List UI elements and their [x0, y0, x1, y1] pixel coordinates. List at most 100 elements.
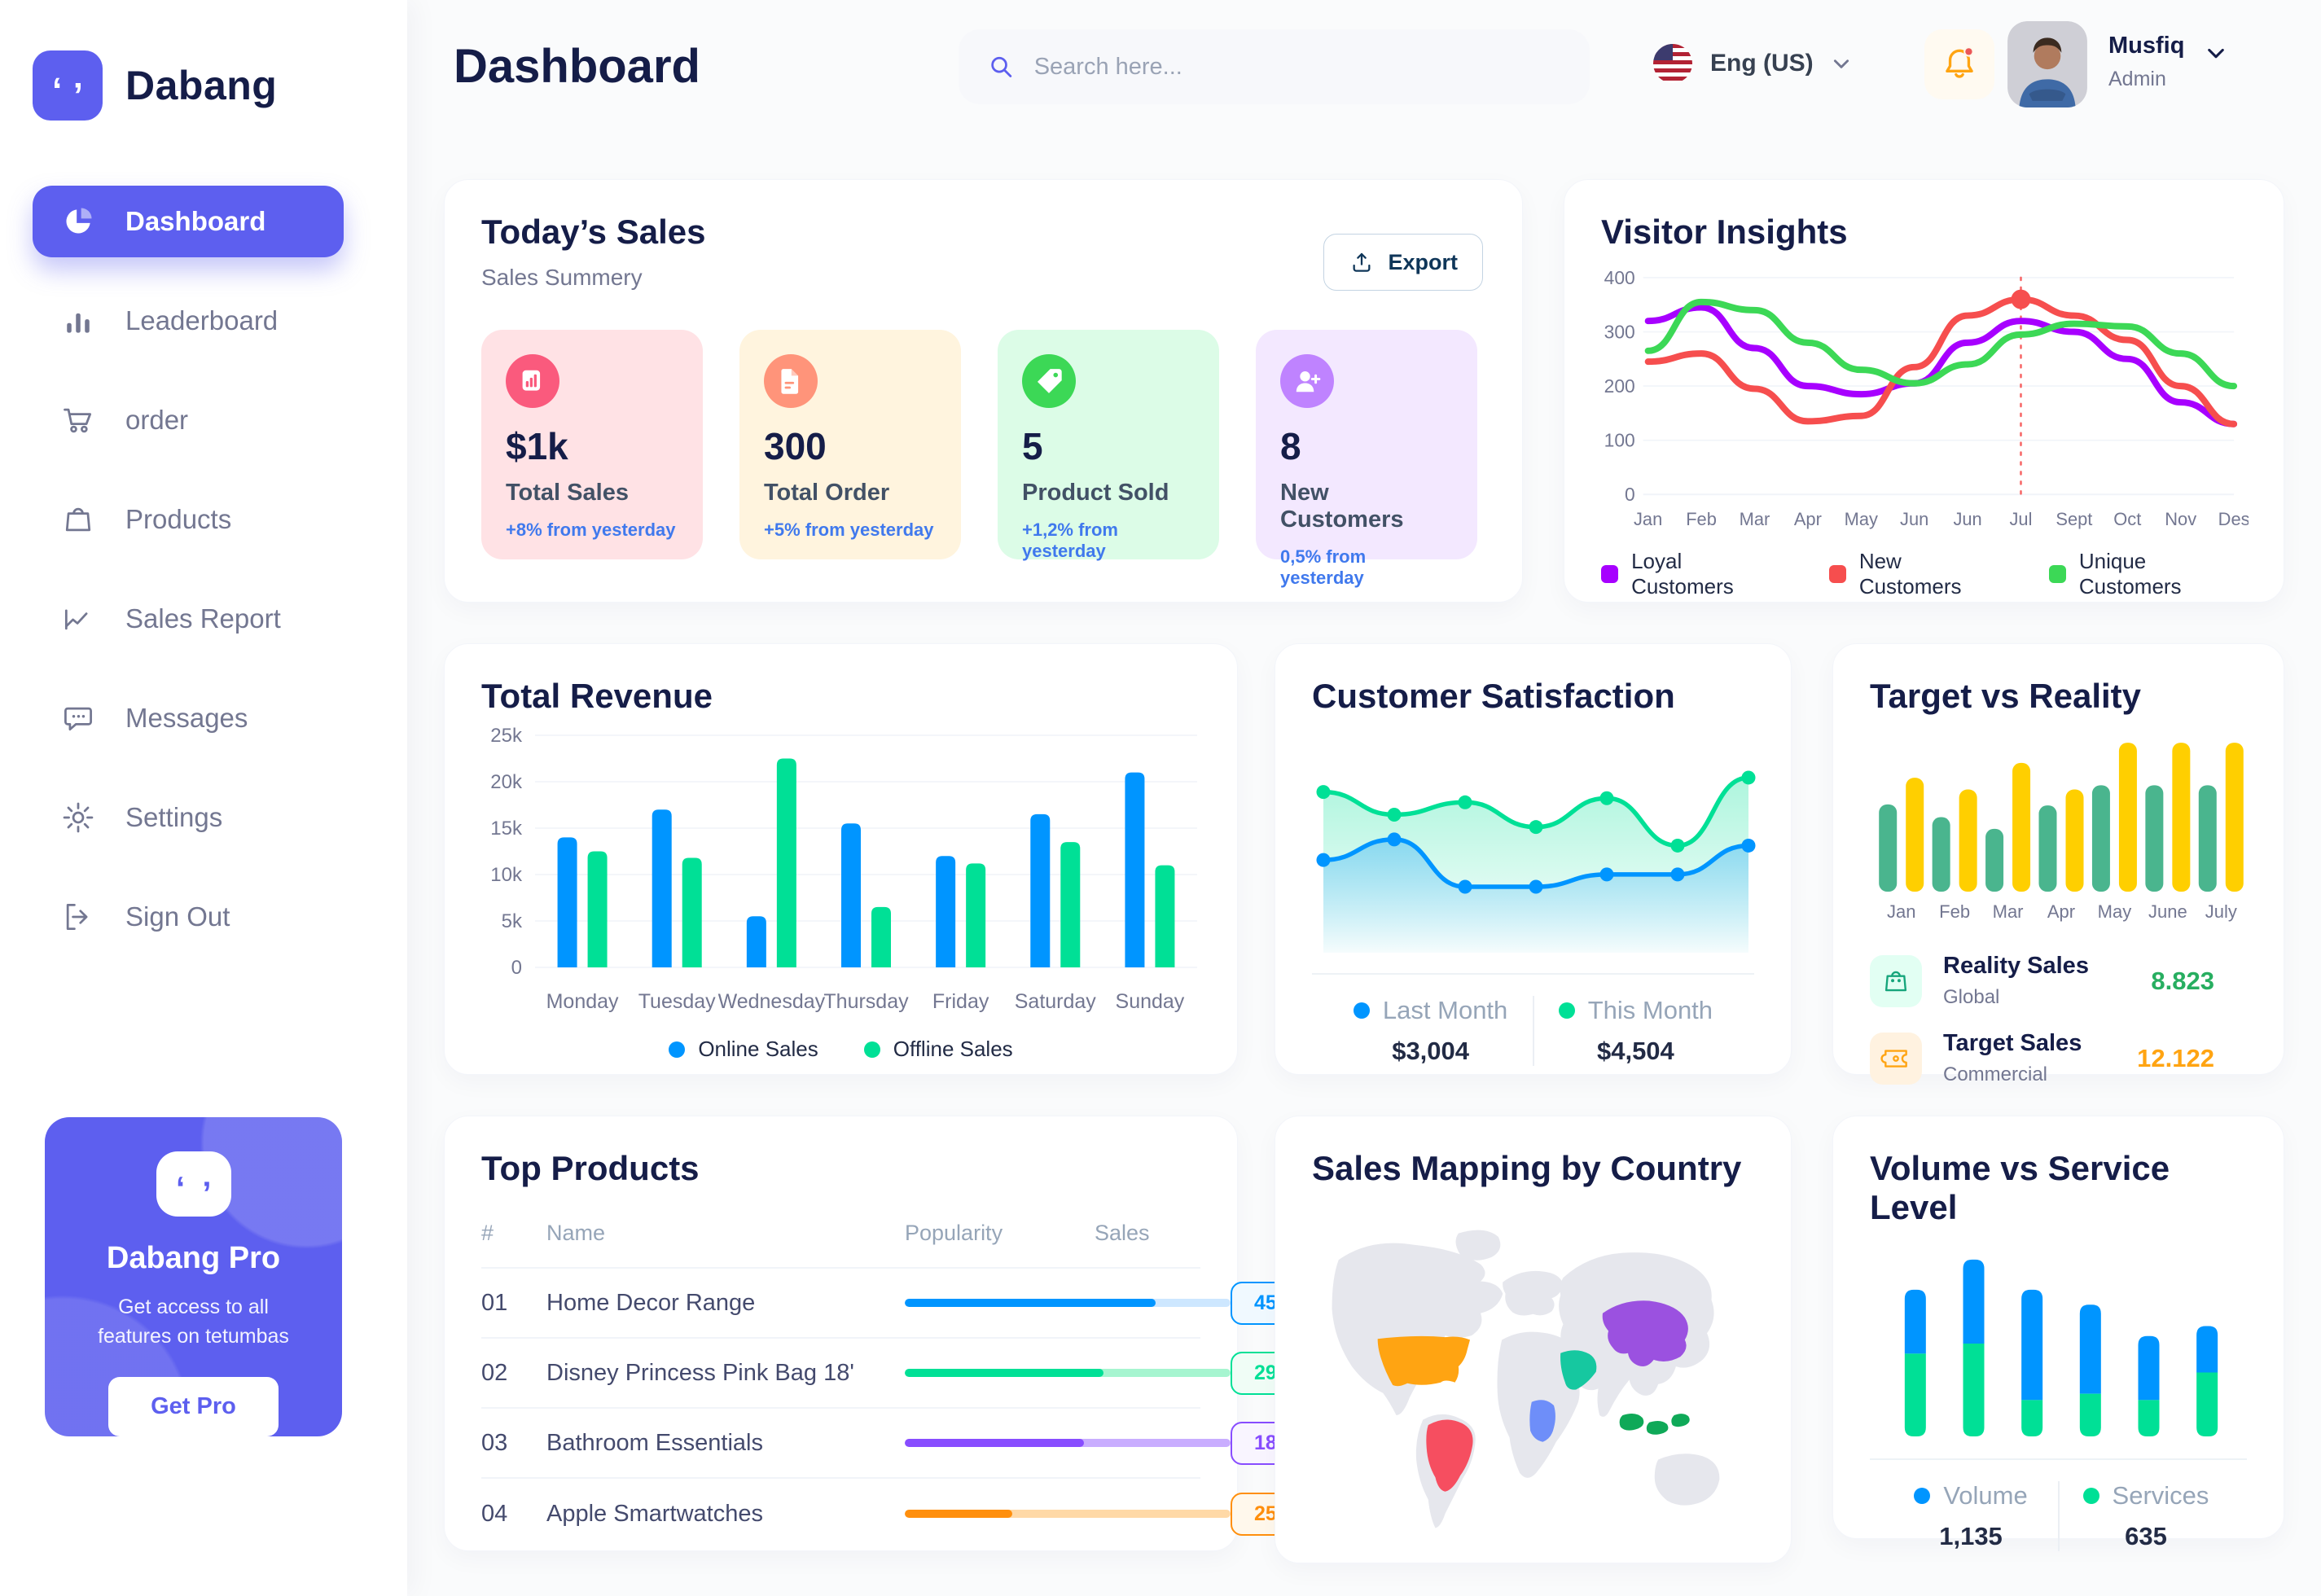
legend-sub: Commercial	[1943, 1063, 2048, 1085]
language-selector[interactable]: Eng (US)	[1653, 44, 1851, 83]
sidebar-item-dashboard[interactable]: Dashboard	[33, 186, 344, 257]
revenue-legend: Online Sales Offline Sales	[481, 1037, 1200, 1062]
sidebar-item-messages[interactable]: Messages	[33, 682, 344, 754]
top-products-card: Top Products # Name Popularity Sales 01 …	[444, 1116, 1318, 1551]
col-popularity: Popularity	[905, 1221, 1003, 1245]
svg-text:Oct: Oct	[2113, 509, 2141, 529]
product-name: Bathroom Essentials	[546, 1429, 763, 1456]
map-greenland	[1455, 1230, 1501, 1261]
card-title: Total Revenue	[481, 677, 713, 715]
customer-satisfaction-chart	[1312, 729, 1756, 965]
svg-text:Friday: Friday	[932, 990, 989, 1013]
stat-label: New Customers	[1280, 480, 1404, 533]
promo-card: ’ ’ Dabang Pro Get access to all feature…	[45, 1117, 342, 1436]
svg-text:Monday: Monday	[546, 990, 619, 1013]
sign-out-icon	[66, 903, 88, 931]
svg-text:300: 300	[1604, 321, 1635, 342]
col-num: #	[481, 1221, 494, 1245]
sidebar-item-sign-out[interactable]: Sign Out	[33, 881, 344, 953]
ticket-icon	[1870, 1032, 1922, 1085]
svg-text:Sunday: Sunday	[1116, 990, 1185, 1013]
products-table-header: # Name Popularity Sales	[481, 1221, 1200, 1269]
map-brazil[interactable]	[1426, 1419, 1473, 1492]
svg-text:Feb: Feb	[1686, 509, 1717, 529]
svg-text:Tuesday: Tuesday	[638, 990, 716, 1013]
col-name: Name	[546, 1221, 606, 1245]
svg-text:Feb: Feb	[1939, 901, 1970, 922]
last-month-dot-icon	[1353, 1002, 1370, 1019]
legend-offline-sales: Offline Sales	[863, 1037, 1013, 1062]
product-name: Home Decor Range	[546, 1289, 756, 1316]
target-legend: Reality Sales Global 8.823 Target Sales …	[1870, 953, 2247, 1086]
visitor-legend: Loyal Customers New Customers Unique Custo…	[1601, 549, 2247, 599]
sidebar-item-products[interactable]: Products	[33, 484, 344, 555]
total-revenue-card: Total Revenue 0 5k 10k 15k 20k 25k Monday Tuesd…	[444, 643, 1238, 1075]
map-indonesia[interactable]	[1619, 1413, 1690, 1435]
map-europe	[1503, 1270, 1564, 1316]
divider	[1312, 973, 1754, 975]
stat-label: Product Sold	[1022, 480, 1169, 506]
product-row-01: 01 Home Decor Range 45%	[481, 1269, 1318, 1339]
legend-swatch-icon	[1828, 565, 1846, 583]
profile-menu[interactable]: Musfiq Admin	[2007, 21, 2227, 107]
svg-text:200: 200	[1604, 375, 1635, 397]
legend-unique-customers: Unique Customers	[2048, 549, 2247, 599]
product-num: 01	[481, 1289, 508, 1316]
svg-text:May: May	[2098, 901, 2132, 922]
card-title: Top Products	[481, 1149, 700, 1187]
search-input[interactable]	[1033, 53, 1562, 81]
sidebar-item-order[interactable]: order	[33, 384, 344, 456]
map-china[interactable]	[1602, 1300, 1688, 1366]
stat-value: 8	[1280, 425, 1301, 467]
volume-legend: Volume 1,135 Services 635	[1870, 1481, 2247, 1551]
volume-vs-service-chart	[1870, 1239, 2247, 1450]
bag-icon	[1870, 954, 1922, 1007]
sidebar-item-label: order	[125, 405, 189, 435]
visitor-insights-card: Visitor Insights 0 100 200 300 400 Jan Feb Mar A…	[1564, 179, 2284, 603]
user-meta: Musfiq Admin	[2108, 21, 2184, 91]
svg-text:25k: 25k	[490, 725, 523, 747]
legend-volume: Volume 1,135	[1884, 1481, 2058, 1551]
svg-text:Saturday: Saturday	[1015, 990, 1097, 1013]
legend-target-sales: Target Sales Commercial 12.122	[1870, 1030, 2247, 1086]
popularity-bar	[905, 1439, 1231, 1447]
map-saudi-arabia[interactable]	[1560, 1350, 1597, 1390]
svg-text:June: June	[2148, 901, 2187, 922]
get-pro-button[interactable]: Get Pro	[108, 1377, 279, 1436]
sidebar-item-label: Messages	[125, 703, 248, 733]
user-name: Musfiq	[2108, 33, 2185, 59]
chevron-down-icon	[2208, 48, 2225, 59]
dashboard-icon	[66, 208, 92, 234]
card-subtitle: Sales Summery	[481, 265, 643, 290]
export-icon	[1354, 252, 1371, 272]
popularity-bar	[905, 1369, 1231, 1377]
svg-text:Jun: Jun	[1900, 509, 1928, 529]
search-bar	[959, 29, 1590, 104]
legend-dot-icon	[669, 1041, 686, 1058]
page-title: Dashboard	[454, 40, 700, 93]
svg-text:Mar: Mar	[1740, 509, 1770, 529]
stat-delta: +8% from yesterday	[506, 520, 676, 540]
map-dr-congo[interactable]	[1529, 1400, 1555, 1442]
notifications-button[interactable]	[1924, 29, 1994, 99]
sidebar-item-leaderboard[interactable]: Leaderboard	[33, 285, 344, 357]
brand[interactable]: ’ ’ Dabang	[0, 0, 407, 121]
services-dot-icon	[2082, 1488, 2099, 1504]
sidebar-item-label: Leaderboard	[125, 305, 279, 335]
product-row-02: 02 Disney Princess Pink Bag 18' 29%	[481, 1339, 1318, 1409]
legend-sub: Global	[1943, 986, 2000, 1008]
export-button[interactable]: Export	[1323, 234, 1483, 291]
card-title: Target vs Reality	[1870, 677, 2142, 715]
sidebar: ’ ’ Dabang Dashboard Leaderboard order P…	[0, 0, 407, 1596]
legend-swatch-icon	[2048, 565, 2066, 583]
sidebar-item-settings[interactable]: Settings	[33, 782, 344, 853]
sidebar-item-sales-report[interactable]: Sales Report	[33, 583, 344, 655]
chevron-down-icon	[1833, 59, 1849, 68]
this-month-dot-icon	[1558, 1002, 1575, 1019]
stat-card-total-order: 300 Total Order +5% from yesterday	[739, 330, 961, 559]
notification-dot	[1963, 46, 1974, 57]
map-united-states[interactable]	[1377, 1335, 1471, 1387]
sidebar-item-label: Products	[125, 504, 232, 534]
legend-this-month: This Month $4,504	[1534, 996, 1738, 1066]
